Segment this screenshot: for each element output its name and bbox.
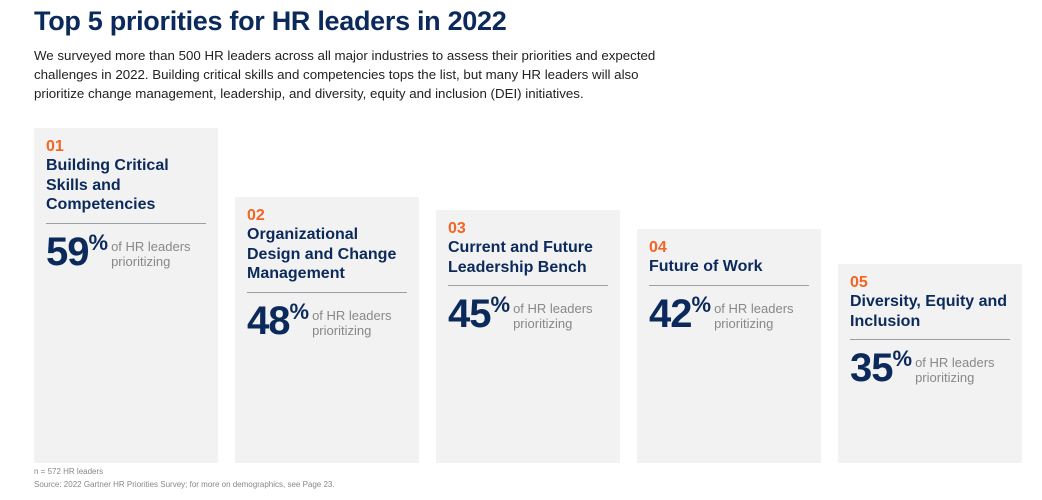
percent-label: of HR leaders prioritizing — [513, 301, 593, 331]
priority-card: 04 Future of Work 42% of HR leaders prio… — [637, 229, 821, 463]
priority-number: 01 — [46, 138, 64, 155]
priority-card: 01 Building Critical Skills and Competen… — [34, 128, 218, 463]
source-note: Source: 2022 Gartner HR Priorities Surve… — [34, 480, 335, 489]
percent-sign: % — [691, 291, 712, 317]
priority-card: 03 Current and Future Leadership Bench 4… — [436, 210, 620, 463]
percent-label: of HR leaders prioritizing — [111, 238, 191, 269]
percent-sign: % — [289, 298, 310, 324]
priority-title: Diversity, Equity and Inclusion — [850, 292, 1010, 340]
priority-stat: 35% of HR leaders prioritizing — [850, 346, 1010, 390]
percent-label: of HR leaders prioritizing — [915, 355, 995, 385]
priority-number: 03 — [448, 220, 466, 237]
page-title: Top 5 priorities for HR leaders in 2022 — [34, 6, 507, 36]
percent-sign: % — [490, 292, 511, 317]
priority-title: Current and Future Leadership Bench — [448, 238, 608, 286]
percent-value: 42 — [649, 291, 692, 336]
percent-sign: % — [88, 229, 109, 255]
priority-percent: 59% — [46, 229, 109, 274]
intro-text: We surveyed more than 500 HR leaders acr… — [34, 48, 656, 101]
priority-title: Future of Work — [649, 257, 809, 286]
percent-value: 59 — [46, 229, 89, 274]
priority-card: 05 Diversity, Equity and Inclusion 35% o… — [838, 264, 1022, 463]
priority-stat: 45% of HR leaders prioritizing — [448, 292, 608, 336]
footnote: n = 572 HR leaders — [34, 467, 104, 476]
percent-label: of HR leaders prioritizing — [312, 307, 392, 338]
priority-stat: 42% of HR leaders prioritizing — [649, 292, 809, 336]
priority-percent: 42% — [649, 291, 712, 336]
priority-title: Organizational Design and Change Managem… — [247, 225, 407, 293]
percent-label: of HR leaders prioritizing — [714, 300, 794, 331]
priority-title: Building Critical Skills and Competencie… — [46, 156, 206, 224]
priority-stat: 59% of HR leaders prioritizing — [46, 230, 206, 274]
priority-percent: 48% — [247, 298, 310, 343]
priority-percent: 35% — [850, 346, 913, 390]
percent-sign: % — [892, 346, 913, 371]
priority-number: 05 — [850, 274, 868, 291]
priority-card: 02 Organizational Design and Change Mana… — [235, 197, 419, 463]
percent-value: 35 — [850, 346, 893, 390]
percent-value: 48 — [247, 298, 290, 343]
priority-number: 02 — [247, 207, 265, 224]
priority-number: 04 — [649, 239, 667, 256]
priority-percent: 45% — [448, 292, 511, 336]
priority-stat: 48% of HR leaders prioritizing — [247, 299, 407, 343]
percent-value: 45 — [448, 292, 491, 336]
